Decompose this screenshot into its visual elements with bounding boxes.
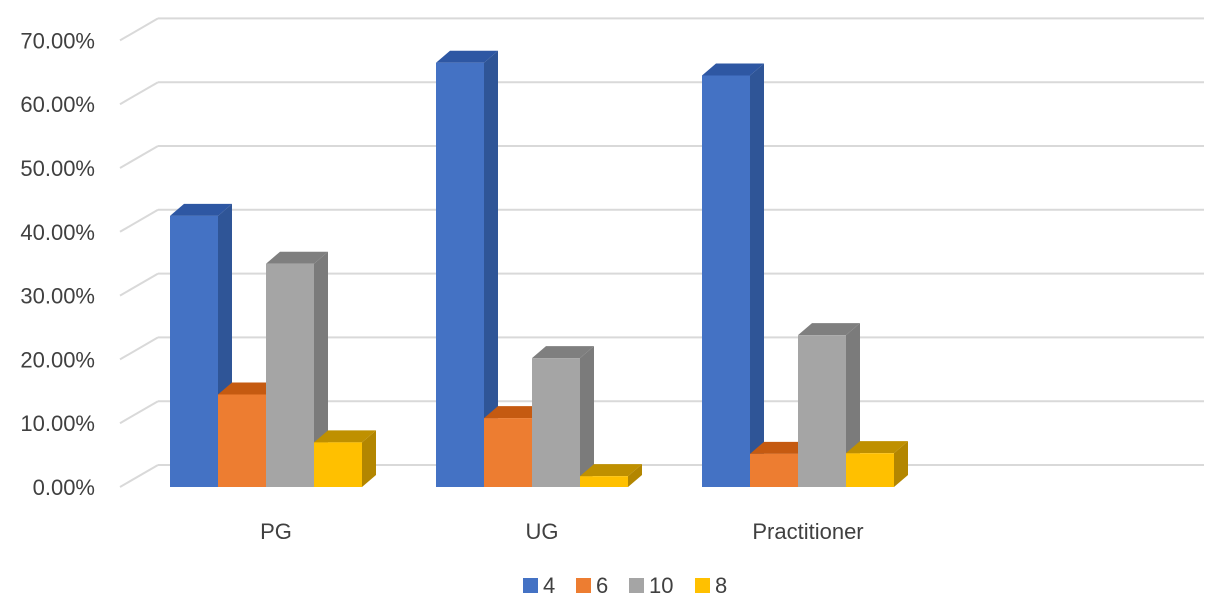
bar-front — [532, 358, 580, 487]
bar-top — [798, 323, 860, 336]
gridline-diagonal — [119, 336, 159, 361]
bar — [846, 441, 908, 487]
bar-side — [580, 346, 594, 487]
bar-side — [484, 50, 498, 487]
bar-top — [170, 203, 232, 216]
bar-side — [628, 464, 642, 487]
bar — [702, 63, 764, 488]
bar-top — [266, 251, 328, 264]
gridline-diagonal — [119, 81, 159, 106]
bar-front — [750, 453, 798, 487]
y-tick-label: 30.00% — [20, 284, 95, 309]
legend-label: 4 — [543, 573, 555, 598]
gridline-diagonal — [119, 208, 159, 233]
category-label: Practitioner — [752, 519, 863, 544]
y-axis-tick-labels: 0.00% 10.00% 20.00% 30.00% 40.00% 50.00% 60.00… — [20, 28, 95, 500]
gridline-diagonal — [119, 400, 159, 425]
y-tick-label: 40.00% — [20, 220, 95, 245]
legend-swatch — [629, 578, 644, 593]
bar-top — [702, 63, 764, 76]
bar — [532, 346, 594, 487]
bar-top — [532, 346, 594, 359]
gridline-diagonal — [119, 464, 159, 488]
legend-item: 4 — [523, 573, 555, 598]
bar — [266, 251, 328, 487]
category-labels: PG UG Practitioner — [260, 519, 864, 544]
legend-label: 6 — [596, 573, 608, 598]
legend: 4 6 10 8 — [523, 573, 727, 598]
legend-item: 8 — [695, 573, 727, 598]
y-tick-label: 0.00% — [33, 475, 95, 500]
bar-top — [484, 406, 546, 419]
bar-side — [362, 430, 376, 487]
y-tick-label: 20.00% — [20, 347, 95, 372]
bar-top — [314, 430, 376, 443]
legend-item: 6 — [576, 573, 608, 598]
bar-front — [484, 418, 532, 487]
legend-item: 10 — [629, 573, 673, 598]
y-tick-label: 50.00% — [20, 156, 95, 181]
bar-front — [580, 476, 628, 487]
bar-side — [750, 63, 764, 488]
bar-top — [436, 50, 498, 63]
bar — [314, 430, 376, 487]
bar — [436, 50, 498, 487]
bars — [170, 50, 908, 488]
gridline-diagonal — [119, 145, 159, 169]
bar-front — [846, 453, 894, 487]
gridline-diagonal — [119, 17, 159, 42]
y-tick-label: 10.00% — [20, 411, 95, 436]
bar-front — [702, 75, 750, 488]
bar-top — [750, 441, 812, 454]
bar — [580, 464, 642, 487]
bar-side — [894, 441, 908, 487]
bar — [798, 323, 860, 487]
bar-top — [580, 464, 642, 477]
legend-swatch — [695, 578, 710, 593]
legend-label: 10 — [649, 573, 673, 598]
bar-front — [218, 394, 266, 487]
bar-front — [436, 62, 484, 487]
y-tick-label: 60.00% — [20, 92, 95, 117]
bar-front — [314, 442, 362, 487]
bar-front — [798, 335, 846, 487]
bar-front — [170, 215, 218, 487]
legend-label: 8 — [715, 573, 727, 598]
category-label: UG — [526, 519, 559, 544]
gridline-diagonal — [119, 272, 159, 297]
bar-front — [266, 263, 314, 487]
y-tick-label: 70.00% — [20, 28, 95, 53]
bar-top — [218, 382, 280, 395]
bar-top — [846, 441, 908, 454]
legend-swatch — [523, 578, 538, 593]
legend-swatch — [576, 578, 591, 593]
category-label: PG — [260, 519, 292, 544]
bar-side — [314, 251, 328, 487]
